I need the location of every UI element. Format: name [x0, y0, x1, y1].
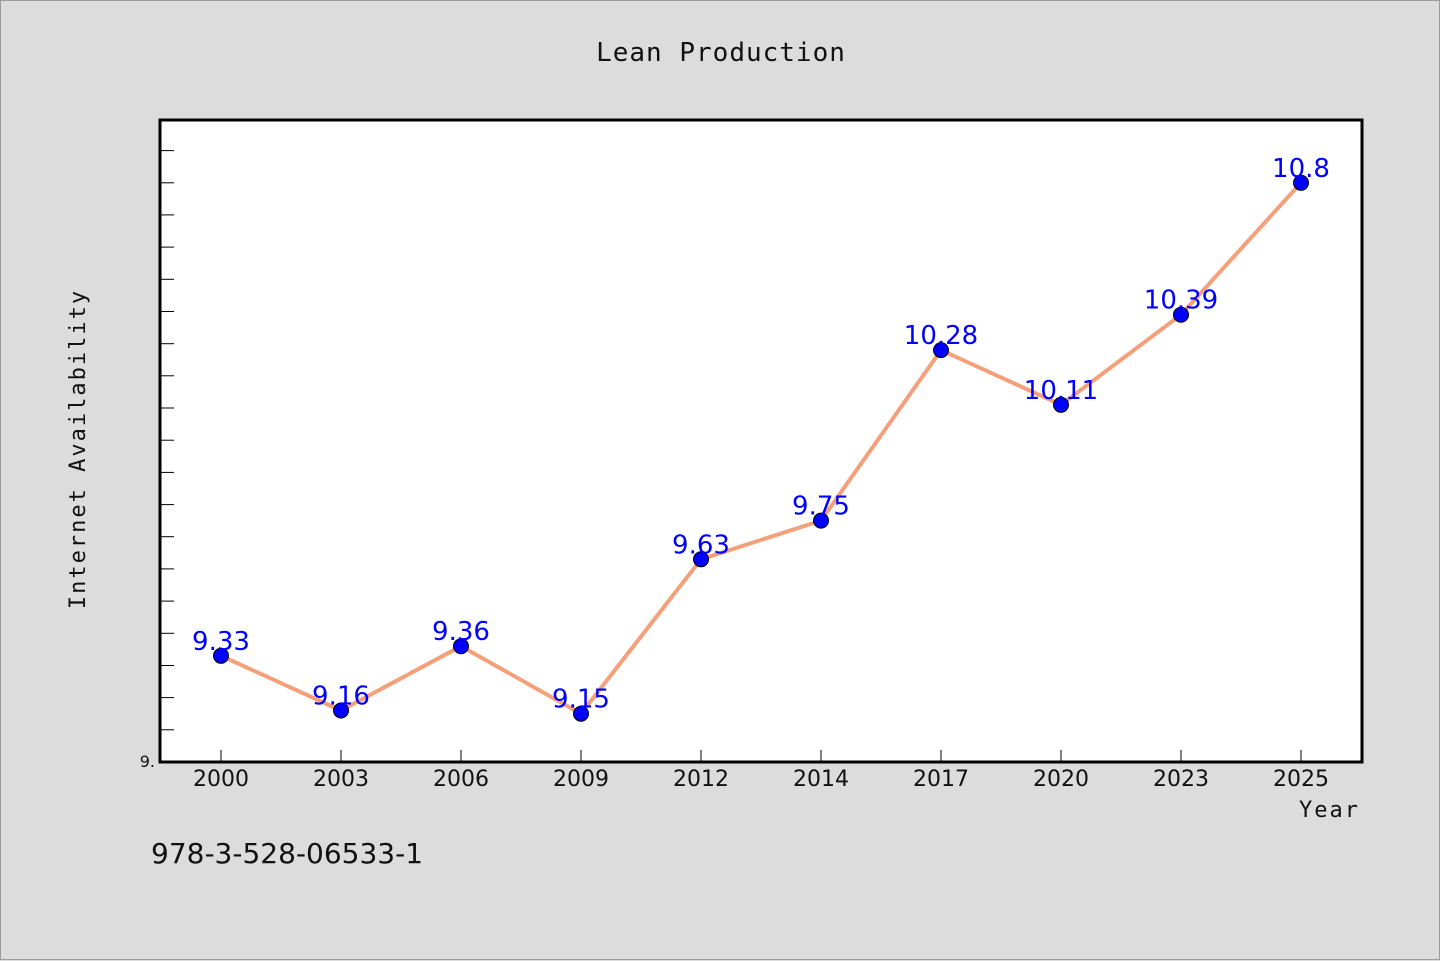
data-label: 9.75: [792, 492, 850, 522]
chart-title: Lean Production: [596, 38, 846, 68]
x-tick-label: 2012: [673, 767, 729, 792]
data-point: [933, 342, 949, 359]
x-tick-label: 2020: [1033, 767, 1089, 792]
x-tick-label: 2003: [313, 767, 369, 792]
x-tick-label: 2023: [1153, 767, 1209, 792]
data-point: [693, 551, 709, 568]
data-label: 9.36: [432, 617, 490, 647]
data-label: 10.8: [1272, 154, 1330, 184]
y-axis-ticks: [160, 150, 174, 763]
plot-area: [158, 118, 1364, 764]
x-tick-label: 2006: [433, 767, 489, 792]
data-point: [1173, 306, 1189, 323]
y-axis-label: Internet Availability: [66, 289, 91, 609]
x-tick-label: 2000: [193, 767, 249, 792]
x-axis-ticks: 2000 2003 2006 2009 2012 2014 2017 2020 2023 2025: [193, 750, 1329, 792]
x-axis-label: Year: [1299, 798, 1360, 823]
data-label: 10.28: [904, 321, 978, 351]
data-point: [213, 647, 229, 664]
data-label: 9.15: [552, 685, 610, 715]
x-tick-label: 2014: [793, 767, 849, 792]
data-point: [453, 638, 469, 655]
series-line: [220, 181, 1303, 716]
data-point: [1293, 174, 1309, 191]
data-label: 10.39: [1144, 286, 1218, 316]
x-tick-label: 2025: [1273, 767, 1329, 792]
data-label: 9.33: [192, 627, 250, 657]
data-point: [333, 702, 349, 719]
data-point: [573, 705, 589, 722]
y-min-tick-label: 9.: [140, 752, 155, 771]
data-point: [1053, 396, 1069, 413]
isbn-text: 978-3-528-06533-1: [151, 837, 423, 870]
data-label: 9.16: [312, 682, 370, 712]
series-layer: 9.33 9.16 9.36 9.15 9.63 9.75 10.28 10.11 10.39 1…: [192, 154, 1330, 722]
data-point: [813, 512, 829, 529]
data-label: 9.63: [672, 530, 730, 560]
data-label: 10.11: [1024, 376, 1098, 406]
x-tick-label: 2009: [553, 767, 609, 792]
x-tick-label: 2017: [913, 767, 969, 792]
